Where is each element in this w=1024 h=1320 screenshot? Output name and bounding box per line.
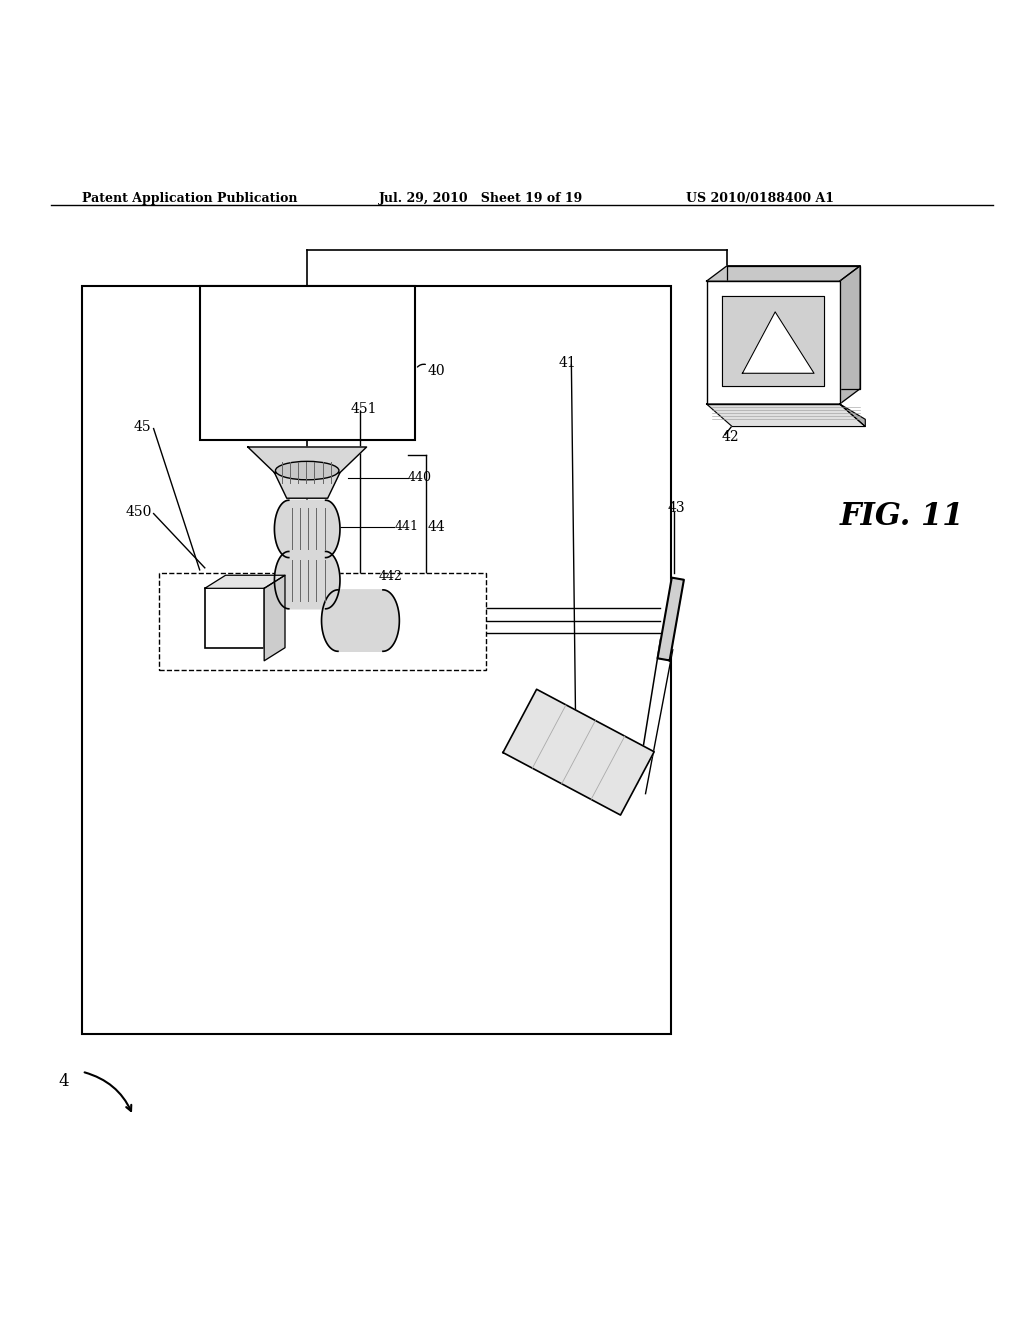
Text: Patent Application Publication: Patent Application Publication [82, 191, 297, 205]
Polygon shape [742, 312, 814, 374]
Text: 43: 43 [668, 502, 685, 515]
Bar [205, 589, 264, 648]
Text: FIG. 11: FIG. 11 [840, 502, 965, 532]
Polygon shape [707, 281, 840, 404]
Polygon shape [274, 552, 340, 609]
Polygon shape [840, 265, 860, 404]
Text: 450: 450 [125, 504, 152, 519]
Polygon shape [707, 265, 860, 281]
Bar [82, 286, 671, 1034]
Text: 42: 42 [722, 430, 739, 444]
Polygon shape [727, 265, 860, 388]
Polygon shape [722, 297, 824, 385]
Text: 40: 40 [428, 364, 445, 379]
Polygon shape [322, 590, 399, 651]
Polygon shape [707, 404, 865, 426]
Polygon shape [248, 447, 367, 473]
Text: 45: 45 [134, 420, 152, 433]
Polygon shape [274, 500, 340, 557]
Polygon shape [274, 473, 340, 498]
Polygon shape [840, 404, 865, 426]
Text: 440: 440 [408, 471, 431, 484]
Polygon shape [503, 689, 654, 814]
Text: 4: 4 [58, 1073, 69, 1090]
Text: US 2010/0188400 A1: US 2010/0188400 A1 [686, 191, 835, 205]
Bar [159, 573, 486, 671]
Polygon shape [264, 576, 285, 661]
Text: 41: 41 [558, 356, 575, 370]
Polygon shape [205, 576, 285, 589]
Text: 441: 441 [394, 520, 418, 533]
Text: 442: 442 [379, 569, 402, 582]
Text: 44: 44 [428, 520, 445, 533]
Ellipse shape [275, 462, 339, 479]
Text: Jul. 29, 2010   Sheet 19 of 19: Jul. 29, 2010 Sheet 19 of 19 [379, 191, 583, 205]
Polygon shape [657, 578, 684, 660]
Text: 451: 451 [350, 403, 377, 416]
Bar [200, 286, 415, 440]
